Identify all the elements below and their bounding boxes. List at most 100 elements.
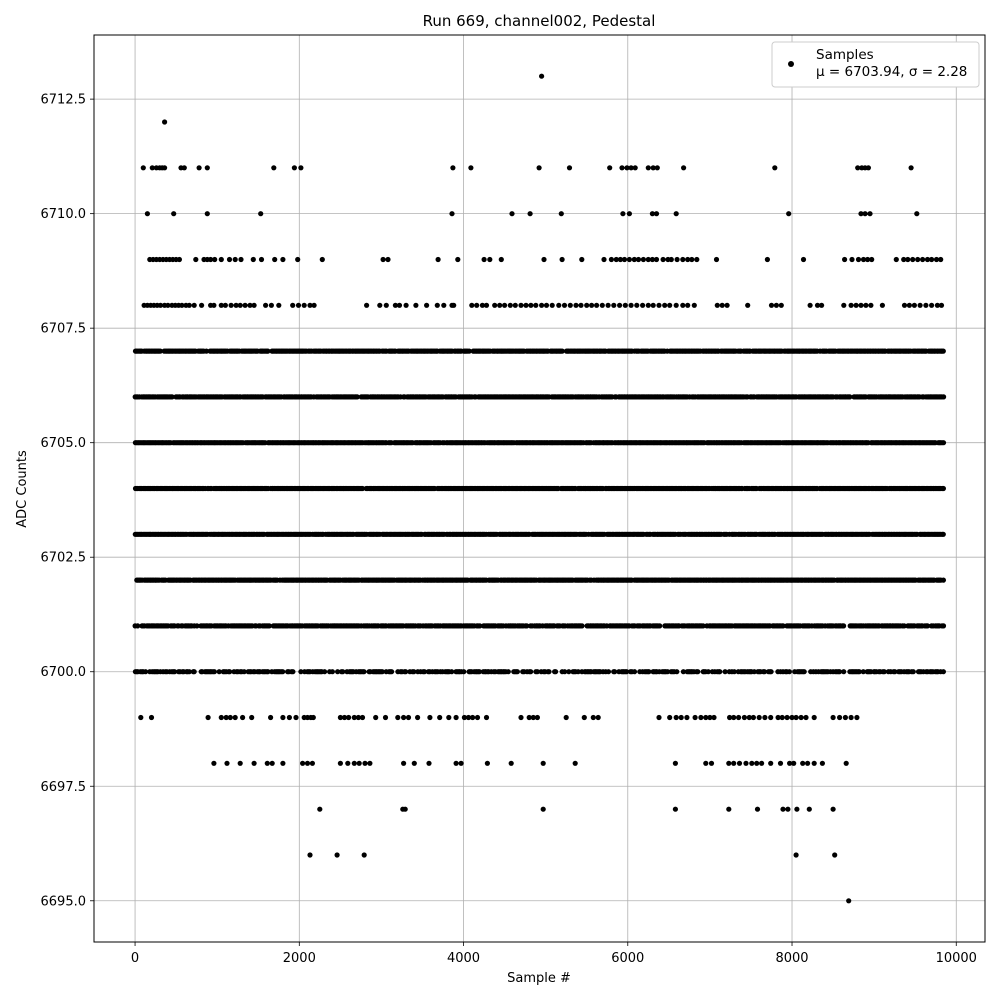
data-point xyxy=(367,760,373,766)
data-point xyxy=(237,302,243,308)
data-point xyxy=(157,302,164,308)
data-point xyxy=(581,714,587,721)
data-point xyxy=(280,669,286,675)
data-point xyxy=(772,165,778,171)
data-point xyxy=(800,256,807,263)
legend-marker xyxy=(788,61,794,67)
data-point xyxy=(208,256,214,263)
data-point xyxy=(508,760,514,766)
data-point xyxy=(218,714,224,721)
data-point xyxy=(911,302,918,308)
data-point xyxy=(858,302,864,308)
data-point xyxy=(498,256,504,263)
data-point xyxy=(539,73,545,79)
data-point xyxy=(227,714,233,721)
data-point xyxy=(749,760,755,766)
data-point xyxy=(853,302,859,308)
data-point xyxy=(148,714,155,721)
data-point xyxy=(910,669,916,675)
data-point xyxy=(798,714,804,721)
data-point xyxy=(695,669,701,675)
data-point xyxy=(268,714,274,721)
data-point xyxy=(527,211,533,217)
data-point xyxy=(341,714,348,721)
data-point xyxy=(759,760,765,766)
data-point xyxy=(413,302,419,308)
data-point xyxy=(483,302,490,308)
data-point xyxy=(240,714,246,721)
data-point xyxy=(165,302,171,308)
data-point xyxy=(940,577,947,583)
data-point xyxy=(768,760,774,766)
data-point xyxy=(280,714,286,721)
data-point xyxy=(680,302,686,308)
data-point xyxy=(466,348,472,354)
data-point xyxy=(474,714,481,721)
data-point xyxy=(162,119,168,125)
data-point xyxy=(711,714,717,721)
data-point xyxy=(377,302,383,308)
data-point xyxy=(453,714,459,721)
data-point xyxy=(337,760,343,766)
data-point xyxy=(940,485,947,492)
data-point xyxy=(814,302,821,308)
data-point xyxy=(337,714,343,721)
data-point xyxy=(726,806,732,812)
data-point xyxy=(785,806,791,812)
data-point xyxy=(364,302,370,308)
data-point xyxy=(626,256,633,263)
data-point xyxy=(461,669,467,675)
data-point xyxy=(640,256,647,263)
data-point xyxy=(768,669,774,675)
data-point xyxy=(703,760,709,766)
data-point xyxy=(465,714,472,721)
data-point xyxy=(558,211,564,217)
data-point xyxy=(211,302,217,308)
data-point xyxy=(272,256,278,263)
data-point xyxy=(549,302,555,308)
x-axis-label: Sample # xyxy=(507,971,571,986)
data-point xyxy=(539,302,545,308)
data-point xyxy=(311,302,317,308)
data-point xyxy=(290,302,296,308)
data-point xyxy=(359,485,366,492)
data-point xyxy=(674,256,680,263)
data-point xyxy=(779,714,785,721)
data-point xyxy=(650,302,656,308)
data-point xyxy=(265,348,271,354)
data-point xyxy=(940,669,947,675)
data-point xyxy=(426,760,432,766)
data-point xyxy=(854,714,860,721)
data-point xyxy=(673,211,679,217)
data-point xyxy=(258,211,264,217)
data-point xyxy=(631,256,637,263)
data-point xyxy=(280,760,286,766)
data-point xyxy=(250,256,256,263)
data-points xyxy=(132,73,947,904)
data-point xyxy=(249,714,255,721)
data-point xyxy=(382,714,389,721)
data-point xyxy=(534,714,541,721)
data-point xyxy=(764,256,771,263)
data-point xyxy=(685,256,691,263)
data-point xyxy=(793,714,799,721)
data-point xyxy=(650,165,656,171)
data-point xyxy=(784,714,790,721)
data-point xyxy=(546,669,552,675)
data-point xyxy=(741,714,748,721)
data-point xyxy=(819,760,826,766)
data-point xyxy=(455,256,461,263)
data-point xyxy=(402,806,408,812)
data-point xyxy=(218,302,224,308)
data-point xyxy=(837,714,843,721)
data-point xyxy=(674,669,680,675)
data-point xyxy=(469,302,475,308)
data-point xyxy=(698,714,704,721)
data-point xyxy=(617,256,624,263)
data-point xyxy=(631,669,638,675)
data-point xyxy=(608,256,615,263)
data-point xyxy=(351,760,357,766)
data-point xyxy=(487,256,493,263)
data-point xyxy=(458,760,464,766)
data-point xyxy=(191,302,197,308)
